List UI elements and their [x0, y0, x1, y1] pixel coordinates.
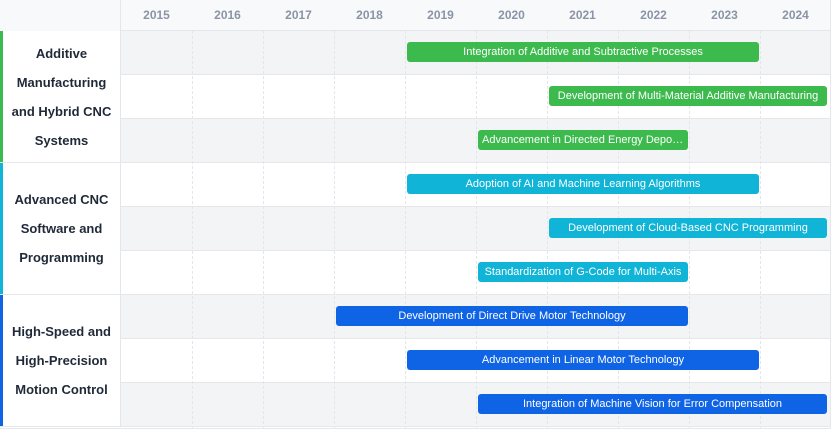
group-accent-bar — [0, 31, 3, 162]
task-bar[interactable]: Integration of Machine Vision for Error … — [478, 394, 827, 414]
year-header: 2015201620172018201920202021202220232024 — [0, 0, 831, 31]
year-label-2018: 2018 — [334, 0, 405, 31]
year-label-2024: 2024 — [760, 0, 831, 31]
group-cell: High-Speed and High-Precision Motion Con… — [0, 295, 121, 427]
gridline — [263, 31, 264, 429]
year-label-2021: 2021 — [547, 0, 618, 31]
gridline — [334, 31, 335, 429]
year-label-2022: 2022 — [618, 0, 689, 31]
timeline-grid: Integration of Additive and Subtractive … — [121, 31, 831, 429]
task-bar[interactable]: Adoption of AI and Machine Learning Algo… — [407, 174, 759, 194]
header-corner — [0, 0, 121, 31]
gridline — [192, 31, 193, 429]
year-label-2017: 2017 — [263, 0, 334, 31]
group-label: Additive Manufacturing and Hybrid CNC Sy… — [0, 39, 120, 155]
group-label: High-Speed and High-Precision Motion Con… — [0, 317, 120, 404]
task-bar[interactable]: Development of Cloud-Based CNC Programmi… — [549, 218, 827, 238]
group-accent-bar — [0, 295, 3, 426]
year-label-2015: 2015 — [121, 0, 192, 31]
group-cell: Additive Manufacturing and Hybrid CNC Sy… — [0, 31, 121, 163]
year-label-2020: 2020 — [476, 0, 547, 31]
task-bar[interactable]: Integration of Additive and Subtractive … — [407, 42, 759, 62]
task-bar[interactable]: Development of Multi-Material Additive M… — [549, 86, 827, 106]
group-cell: Advanced CNC Software and Programming — [0, 163, 121, 295]
task-bar[interactable]: Standardization of G-Code for Multi-Axis — [478, 262, 688, 282]
task-bar[interactable]: Advancement in Directed Energy Depositio… — [478, 130, 688, 150]
year-label-2023: 2023 — [689, 0, 760, 31]
year-label-2016: 2016 — [192, 0, 263, 31]
task-bar[interactable]: Advancement in Linear Motor Technology — [407, 350, 759, 370]
task-bar[interactable]: Development of Direct Drive Motor Techno… — [336, 306, 688, 326]
gridline — [405, 31, 406, 429]
year-label-2019: 2019 — [405, 0, 476, 31]
group-accent-bar — [0, 163, 3, 294]
group-label: Advanced CNC Software and Programming — [0, 185, 120, 272]
